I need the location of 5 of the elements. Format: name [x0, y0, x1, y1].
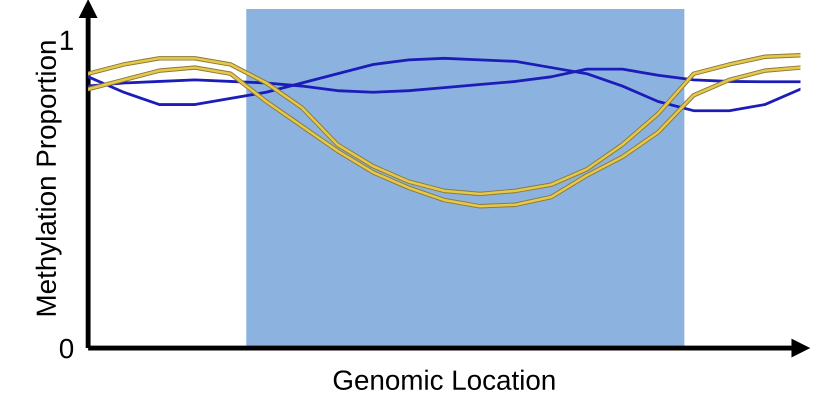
- y-tick-label: 1: [60, 30, 73, 50]
- y-axis-title: Methylation Proportion: [36, 41, 62, 316]
- y-tick-label: 0: [60, 338, 74, 358]
- line-series: [88, 56, 800, 112]
- x-axis-title: Genomic Location: [334, 370, 554, 390]
